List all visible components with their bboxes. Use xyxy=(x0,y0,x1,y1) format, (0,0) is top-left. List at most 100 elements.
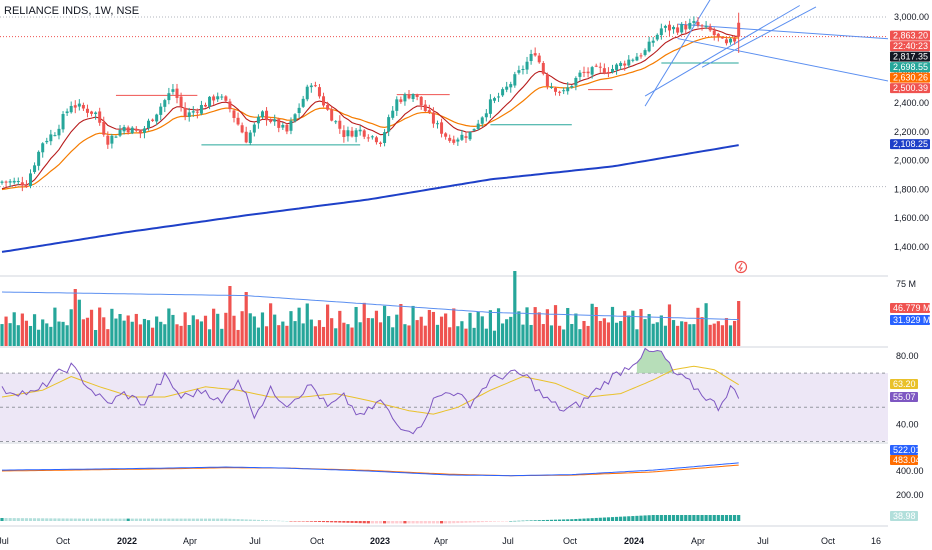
candle[interactable] xyxy=(33,162,37,174)
volume-bar[interactable] xyxy=(346,324,350,346)
volume-bar[interactable] xyxy=(635,329,639,346)
volume-bar[interactable] xyxy=(655,322,659,346)
candle[interactable] xyxy=(269,118,273,124)
volume-bar[interactable] xyxy=(643,319,647,346)
lightning-icon[interactable] xyxy=(734,260,748,274)
candle[interactable] xyxy=(179,92,183,112)
candle[interactable] xyxy=(305,84,309,102)
candle[interactable] xyxy=(317,83,321,99)
candle[interactable] xyxy=(8,179,12,188)
volume-bar[interactable] xyxy=(574,313,578,346)
candle[interactable] xyxy=(24,180,28,188)
volume-bar[interactable] xyxy=(321,326,326,346)
volume-bar[interactable] xyxy=(671,320,676,346)
candle[interactable] xyxy=(175,83,179,104)
volume-bar[interactable] xyxy=(728,325,733,346)
candle[interactable] xyxy=(171,84,175,95)
candle[interactable] xyxy=(232,109,236,123)
volume-bar[interactable] xyxy=(415,320,419,346)
candle[interactable] xyxy=(480,116,484,127)
candle[interactable] xyxy=(187,107,191,122)
candle[interactable] xyxy=(61,111,65,133)
volume-bar[interactable] xyxy=(708,324,712,346)
candle[interactable] xyxy=(102,116,106,137)
volume-bar[interactable] xyxy=(659,315,663,346)
candle[interactable] xyxy=(126,125,130,135)
candle[interactable] xyxy=(440,118,444,138)
volume-bar[interactable] xyxy=(118,313,122,346)
candle[interactable] xyxy=(224,95,228,103)
volume-bar[interactable] xyxy=(73,289,77,346)
candle[interactable] xyxy=(554,86,558,96)
volume-bar[interactable] xyxy=(700,317,704,346)
candle[interactable] xyxy=(708,23,712,32)
candle[interactable] xyxy=(476,119,480,131)
candle[interactable] xyxy=(94,111,98,120)
candle[interactable] xyxy=(346,126,350,142)
candle[interactable] xyxy=(195,108,199,119)
volume-bar[interactable] xyxy=(0,324,4,346)
candle[interactable] xyxy=(110,133,114,149)
volume-bar[interactable] xyxy=(216,313,220,346)
candle[interactable] xyxy=(57,124,61,140)
volume-bar[interactable] xyxy=(362,302,366,346)
volume-bar[interactable] xyxy=(712,323,716,346)
volume-bar[interactable] xyxy=(12,312,16,346)
volume-bar[interactable] xyxy=(663,325,668,346)
candle[interactable] xyxy=(578,70,582,81)
candle[interactable] xyxy=(517,65,521,75)
volume-bar[interactable] xyxy=(175,324,179,346)
volume-bar[interactable] xyxy=(684,321,688,346)
candle[interactable] xyxy=(212,94,216,105)
volume-bar[interactable] xyxy=(69,309,73,346)
candle[interactable] xyxy=(602,63,606,75)
candle[interactable] xyxy=(236,112,240,126)
volume-bar[interactable] xyxy=(126,315,130,346)
candle[interactable] xyxy=(277,117,281,133)
volume-bar[interactable] xyxy=(167,308,171,346)
volume-bar[interactable] xyxy=(676,325,680,346)
candle[interactable] xyxy=(220,94,224,101)
candle[interactable] xyxy=(403,92,407,106)
volume-bar[interactable] xyxy=(720,325,724,346)
candle[interactable] xyxy=(330,106,334,122)
candle[interactable] xyxy=(472,128,476,132)
candle[interactable] xyxy=(521,65,525,75)
candle[interactable] xyxy=(509,81,513,93)
candle[interactable] xyxy=(379,141,383,147)
candle[interactable] xyxy=(77,99,81,111)
volume-bar[interactable] xyxy=(610,306,615,346)
candle[interactable] xyxy=(570,84,574,89)
candle[interactable] xyxy=(586,67,590,78)
volume-bar[interactable] xyxy=(448,327,452,346)
volume-bar[interactable] xyxy=(614,322,619,346)
candle[interactable] xyxy=(594,63,598,68)
candle[interactable] xyxy=(167,87,171,105)
candle[interactable] xyxy=(134,126,138,132)
volume-bar[interactable] xyxy=(32,314,37,346)
volume-bar[interactable] xyxy=(517,311,521,346)
volume-bar[interactable] xyxy=(317,320,322,346)
trend-line[interactable] xyxy=(701,6,817,68)
volume-bar[interactable] xyxy=(639,308,643,346)
candle[interactable] xyxy=(354,128,358,143)
candle[interactable] xyxy=(700,24,704,31)
volume-bar[interactable] xyxy=(680,321,684,346)
volume-bar[interactable] xyxy=(513,271,517,346)
candle[interactable] xyxy=(65,108,69,116)
candle[interactable] xyxy=(729,37,733,45)
candle[interactable] xyxy=(696,17,700,28)
candle[interactable] xyxy=(533,47,537,57)
candle[interactable] xyxy=(492,96,496,104)
candle[interactable] xyxy=(541,61,545,76)
candle[interactable] xyxy=(293,113,297,123)
volume-bar[interactable] xyxy=(403,324,407,346)
candle[interactable] xyxy=(712,27,716,41)
candle[interactable] xyxy=(627,55,631,68)
candle[interactable] xyxy=(244,126,248,144)
candle[interactable] xyxy=(20,176,24,192)
candle[interactable] xyxy=(635,52,639,62)
volume-bar[interactable] xyxy=(484,328,488,346)
candle[interactable] xyxy=(513,71,517,88)
volume-bar[interactable] xyxy=(289,311,293,346)
